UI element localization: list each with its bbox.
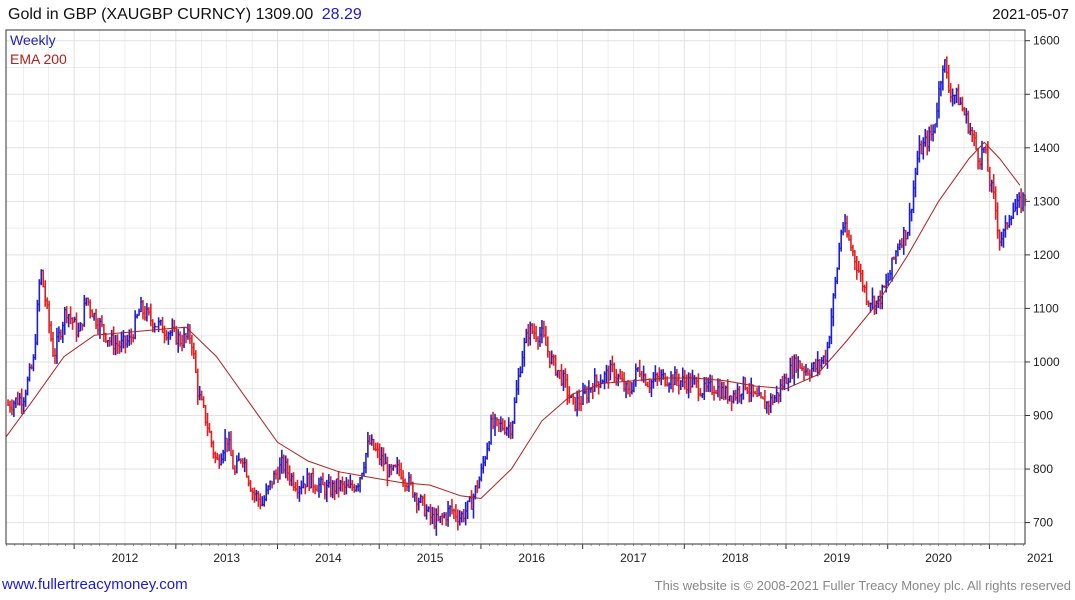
price-change: 28.29	[321, 6, 362, 23]
site-link[interactable]: www.fullertreacymoney.com	[2, 576, 188, 593]
x-tick-label: 2019	[824, 551, 851, 565]
ema-200-line	[5, 141, 1021, 500]
x-tick-label: 2015	[417, 551, 444, 565]
copyright-text: This website is © 2008-2021 Fuller Treac…	[654, 578, 1071, 593]
y-tick-label: 1000	[1033, 355, 1060, 369]
axes: 700 800 900 1000 1100 1200 1300 1400 1500 1600 201…	[5, 29, 1060, 565]
last-price: 1309.00	[255, 6, 314, 23]
x-tick-label: 2017	[620, 551, 647, 565]
y-tick-label: 1200	[1033, 248, 1060, 262]
y-tick-label: 800	[1033, 462, 1053, 476]
legend-weekly: Weekly	[10, 32, 56, 48]
title-text: Gold in GBP (XAUGBP CURNCY)	[8, 6, 252, 23]
x-tick-label: 2020	[925, 551, 952, 565]
chart-title: Gold in GBP (XAUGBP CURNCY) 1309.00 28.2…	[8, 6, 362, 24]
y-tick-label: 900	[1033, 409, 1053, 423]
y-tick-label: 1500	[1033, 87, 1060, 101]
x-tick-label: 2013	[213, 551, 240, 565]
plot-frame	[5, 29, 1026, 545]
ema-line	[5, 141, 1021, 500]
chart-date: 2021-05-07	[992, 6, 1069, 23]
x-tick-label: 2012	[112, 551, 139, 565]
grid-lines	[6, 30, 1025, 544]
y-tick-label: 700	[1033, 516, 1053, 530]
y-tick-label: 1300	[1033, 194, 1060, 208]
legend-ema: EMA 200	[10, 51, 67, 67]
x-tick-label: 2018	[722, 551, 749, 565]
x-tick-label: 2014	[315, 551, 342, 565]
x-tick-label: 2021	[1027, 551, 1054, 565]
legend: Weekly EMA 200	[10, 32, 67, 67]
y-tick-label: 1400	[1033, 141, 1060, 155]
x-tick-label: 2016	[518, 551, 545, 565]
y-tick-label: 1600	[1033, 34, 1060, 48]
weekly-bars	[7, 56, 1027, 536]
y-tick-label: 1100	[1033, 301, 1059, 315]
